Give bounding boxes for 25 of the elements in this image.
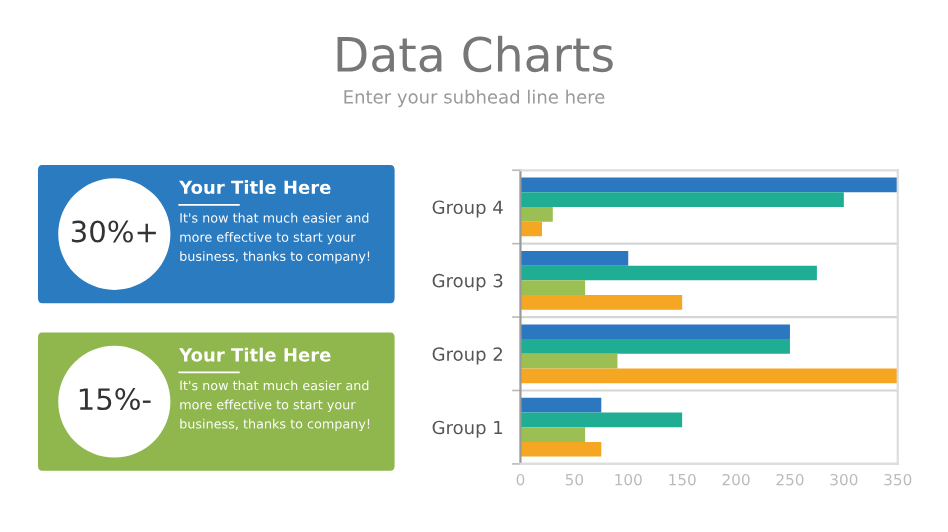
bar: [520, 353, 618, 369]
bar: [520, 295, 683, 310]
y-tick-label: Group 1: [432, 420, 503, 438]
text: Your Title Here: [178, 180, 331, 195]
bar: [520, 192, 844, 207]
text: 30%+: [71, 220, 156, 243]
bar: [520, 412, 683, 428]
bar: [520, 339, 790, 354]
bar: [520, 280, 586, 296]
bar: [520, 265, 817, 281]
bar: [520, 397, 602, 413]
text: Your Title Here: [178, 347, 331, 362]
y-tick-label: Group 2: [432, 347, 502, 365]
bar: [520, 324, 790, 340]
bar: [520, 177, 898, 193]
bar: [520, 251, 629, 266]
bar: [520, 441, 602, 457]
bar: [520, 427, 586, 442]
y-tick-label: Group 3: [432, 273, 503, 291]
y-tick-label: Group 4: [432, 200, 503, 218]
text: Enter your subhead line here: [344, 89, 605, 108]
text: 15%-: [79, 388, 151, 411]
bar: [520, 206, 553, 222]
bar: [520, 368, 898, 384]
text: Data Charts: [337, 35, 613, 73]
